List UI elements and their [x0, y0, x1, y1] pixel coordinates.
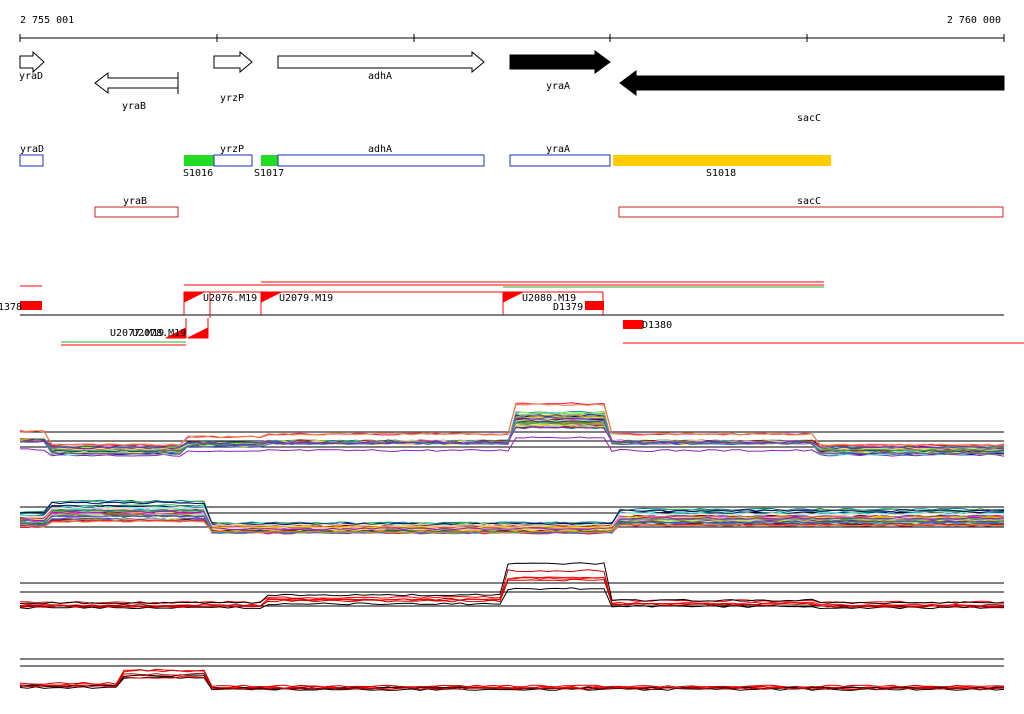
feature-yrzP[interactable]	[213, 154, 253, 167]
gene-label-yrzP: yrzP	[220, 93, 244, 104]
feature-adhA[interactable]	[277, 154, 485, 167]
ruler-start-label: 2 755 001	[20, 15, 74, 26]
transcript-block-1378[interactable]	[20, 301, 42, 310]
transcript-label-U2079: U2079.M19	[279, 293, 333, 304]
transcript-label-D1380: D1380	[642, 320, 672, 331]
transcript-label-U2078: U2078.M19	[132, 328, 186, 339]
gene-arrow-yraA[interactable]	[509, 50, 611, 74]
feature-S1017[interactable]	[261, 155, 278, 166]
feature-label-sacC-minus: sacC	[797, 196, 821, 207]
gene-arrow-adhA[interactable]	[277, 50, 485, 74]
ruler-end-label: 2 760 000	[947, 15, 1001, 26]
feature-S1016[interactable]	[184, 155, 214, 166]
gene-arrow-sacC[interactable]	[619, 70, 1005, 96]
gene-arrow-yraD[interactable]	[19, 50, 45, 74]
feature-sacC[interactable]	[618, 206, 1004, 218]
transcript-label-D1379: D1379	[553, 302, 583, 313]
feature-S1018[interactable]	[613, 155, 831, 166]
feature-label-yrzP: yrzP	[220, 144, 244, 155]
expression-summary-minus	[19, 658, 1005, 691]
feature-yraA[interactable]	[509, 154, 611, 167]
gene-arrow-track: yraD yraB yrzP adhA yraA sacC	[19, 50, 1005, 124]
feature-label-yraD: yraD	[20, 144, 44, 155]
transcript-block-D1380[interactable]	[623, 320, 643, 329]
transcript-track: 1378 U2076.M19 U2079.M19 U2080.M19 D1379…	[0, 281, 1024, 346]
feature-track-plus: yraD S1016 yrzP S1017 adhA yraA S1018	[19, 144, 831, 179]
gene-label-yraD: yraD	[19, 71, 43, 82]
feature-label-adhA: adhA	[368, 144, 392, 155]
expression-summary-plus	[19, 562, 1005, 610]
gene-arrow-yrzP[interactable]	[213, 50, 253, 74]
feature-label-yraA: yraA	[546, 144, 570, 155]
transcript-label-U2077: U2077.M19	[110, 328, 164, 339]
gene-label-sacC: sacC	[797, 113, 821, 124]
feature-yraD[interactable]	[19, 154, 44, 167]
feature-yraB[interactable]	[94, 206, 179, 218]
gene-label-adhA: adhA	[368, 71, 392, 82]
coordinate-ruler: 2 755 001 2 760 000	[19, 15, 1005, 42]
transcript-block-D1379[interactable]	[585, 301, 604, 310]
feature-label-S1016: S1016	[183, 168, 213, 179]
gene-arrow-yraB[interactable]	[94, 71, 179, 95]
gene-label-yraA: yraA	[546, 81, 570, 92]
expression-panel-plus-strand	[19, 402, 1005, 457]
gene-label-yraB: yraB	[122, 101, 146, 112]
feature-label-S1017: S1017	[254, 168, 284, 179]
transcript-label-U2080: U2080.M19	[522, 293, 576, 304]
transcript-label-U2076: U2076.M19	[203, 293, 257, 304]
transcript-label-1378: 1378	[0, 302, 22, 313]
feature-label-S1018: S1018	[706, 168, 736, 179]
feature-label-yraB: yraB	[123, 196, 147, 207]
feature-track-minus: yraB sacC	[94, 196, 1004, 218]
expression-panel-minus-strand	[19, 499, 1005, 535]
